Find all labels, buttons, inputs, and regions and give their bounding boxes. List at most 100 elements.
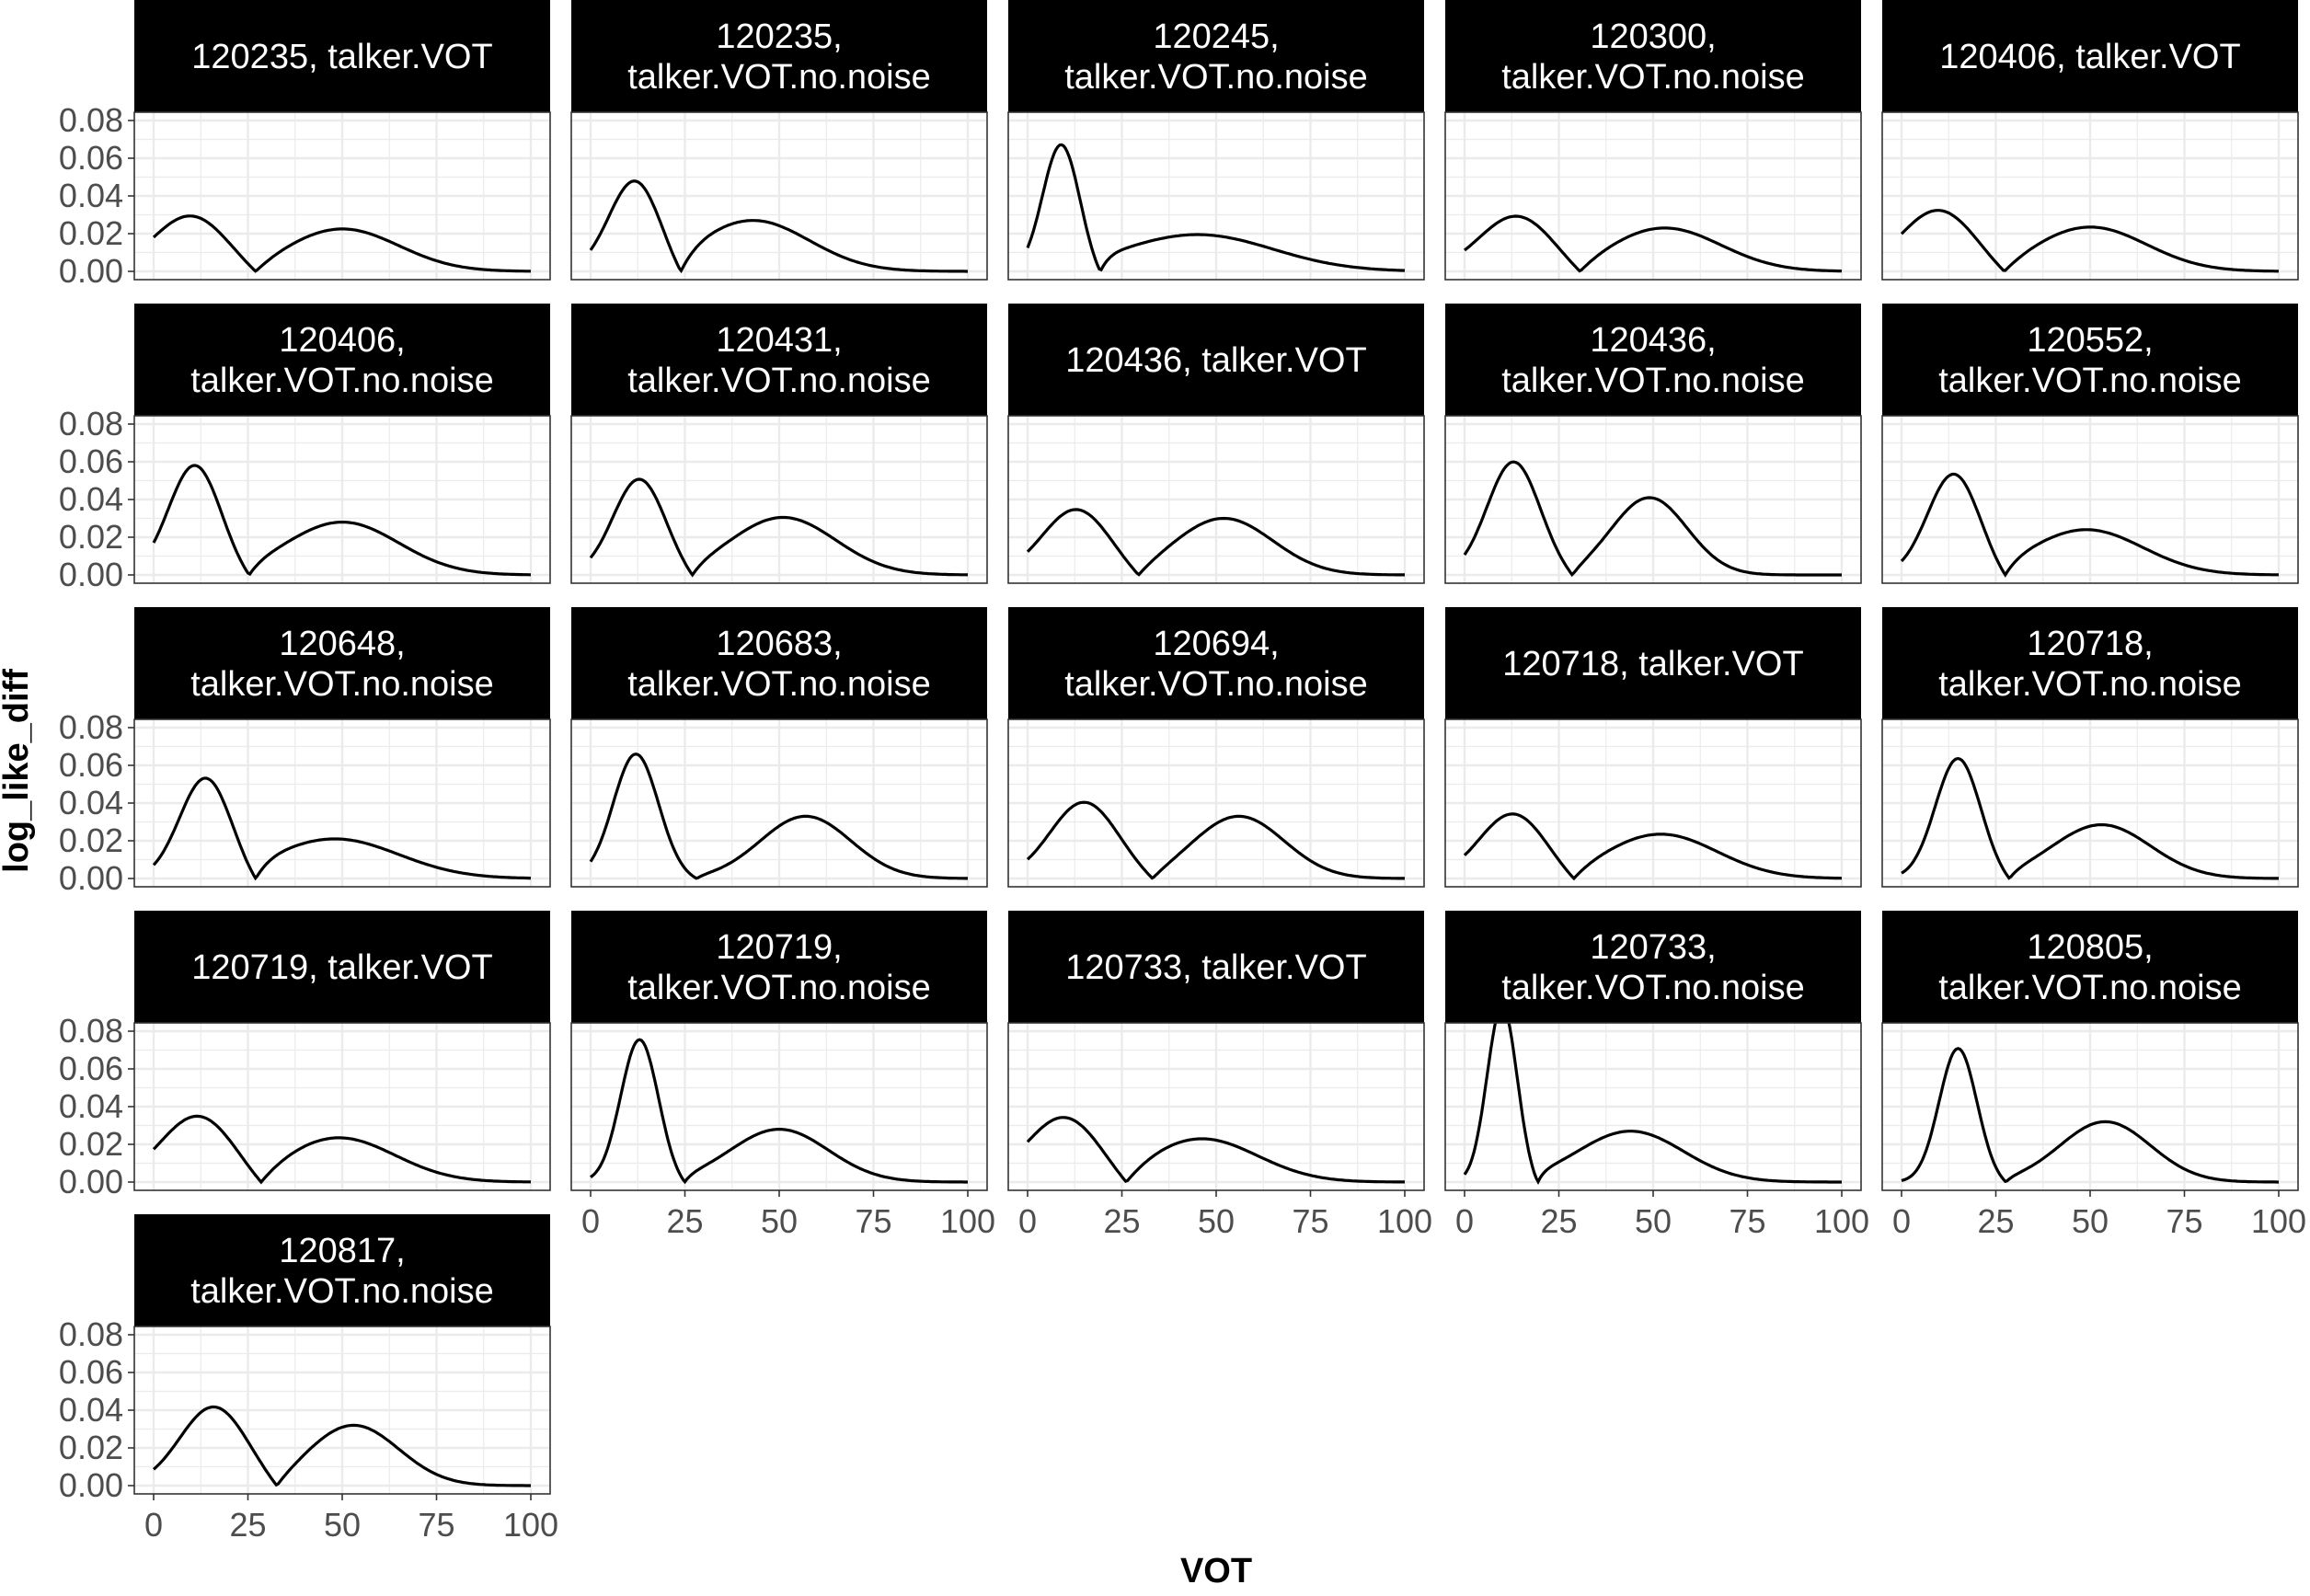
facet-panel: 120300,talker.VOT.no.noise xyxy=(1444,0,1862,281)
facet-panel: 120648,talker.VOT.no.noise0.000.020.040.… xyxy=(59,607,551,897)
panel-border xyxy=(1007,718,1425,888)
y-tick-label: 0.06 xyxy=(59,442,123,480)
gridlines xyxy=(1008,112,1424,280)
x-tick-label: 100 xyxy=(1814,1202,1869,1240)
facet-strip-label: talker.VOT.no.noise xyxy=(627,58,931,97)
y-tick-label: 0.08 xyxy=(59,708,123,746)
facet-strip-label: 120300, xyxy=(1590,17,1716,56)
facet-strip xyxy=(1445,607,1861,719)
x-tick-label: 0 xyxy=(581,1202,600,1240)
panel-border xyxy=(1881,415,2299,584)
facet-strip-label: talker.VOT.no.noise xyxy=(627,969,931,1007)
facet-strip xyxy=(1882,607,2298,719)
facet-strip-label: talker.VOT.no.noise xyxy=(1938,665,2242,704)
facet-strip-label: 120718, talker.VOT xyxy=(1502,645,1803,683)
y-tick-label: 0.08 xyxy=(59,405,123,442)
facet-panel: 120718,talker.VOT.no.noise xyxy=(1881,607,2299,888)
facet-strip-label: 120406, talker.VOT xyxy=(1939,38,2240,76)
panel-border xyxy=(570,111,988,281)
y-tick-label: 0.02 xyxy=(59,1125,123,1163)
facet-strip xyxy=(571,911,987,1023)
facet-strip-label: 120235, talker.VOT xyxy=(191,38,492,76)
facet-strip-label: 120431, xyxy=(716,321,842,360)
gridlines xyxy=(571,1023,987,1190)
gridlines xyxy=(571,416,987,583)
series-line xyxy=(1900,209,2279,273)
series-line xyxy=(152,1405,531,1487)
panel-border xyxy=(1444,111,1862,281)
x-tick-label: 50 xyxy=(1198,1202,1235,1240)
x-tick-label: 100 xyxy=(1377,1202,1432,1240)
facet-strip xyxy=(1445,911,1861,1023)
series-line xyxy=(590,1038,968,1185)
y-tick-label: 0.04 xyxy=(59,177,123,214)
y-tick-label: 0.06 xyxy=(59,746,123,784)
series-line xyxy=(152,464,531,577)
panel-border xyxy=(1007,111,1425,281)
series-line xyxy=(1463,460,1842,578)
y-tick-label: 0.08 xyxy=(59,101,123,139)
gridlines xyxy=(1008,1023,1424,1190)
series-line xyxy=(152,776,531,881)
y-tick-label: 0.04 xyxy=(59,784,123,821)
y-tick-label: 0.06 xyxy=(59,1353,123,1391)
y-axis-title: log_like_diff xyxy=(0,669,36,873)
facet-strip-label: 120718, xyxy=(2027,625,2153,663)
facet-strip xyxy=(1445,0,1861,112)
facet-strip-label: talker.VOT.no.noise xyxy=(1501,969,1805,1007)
facet-panel: 120733,talker.VOT.no.noise 0 25 50 75 100 xyxy=(1444,911,1869,1240)
facet-strip-label: talker.VOT.no.noise xyxy=(190,362,494,400)
x-tick-label: 50 xyxy=(324,1506,361,1544)
x-axis-title: VOT xyxy=(1180,1552,1252,1590)
facet-strip-label: 120733, talker.VOT xyxy=(1065,948,1366,987)
facet-strip xyxy=(134,1214,550,1326)
y-tick-label: 0.00 xyxy=(59,252,123,290)
facet-panel: 120718, talker.VOT xyxy=(1444,607,1862,888)
gridlines xyxy=(1008,719,1424,887)
gridlines xyxy=(134,416,550,583)
panel-border xyxy=(1007,415,1425,584)
series-line xyxy=(1901,756,2279,880)
x-tick-label: 25 xyxy=(1540,1202,1577,1240)
x-tick-label: 75 xyxy=(855,1202,891,1240)
facet-strip-label: talker.VOT.no.noise xyxy=(627,362,931,400)
facet-strip xyxy=(134,0,550,112)
facet-strip-label: 120436, xyxy=(1590,321,1716,360)
facet-panel: 120805,talker.VOT.no.noise 0 25 50 75 100 xyxy=(1881,911,2306,1240)
y-tick-label: 0.02 xyxy=(59,214,123,252)
gridlines xyxy=(134,719,550,887)
y-tick-label: 0.08 xyxy=(59,1012,123,1050)
y-tick-label: 0.02 xyxy=(59,1429,123,1466)
facet-panel: 120552,talker.VOT.no.noise xyxy=(1881,304,2299,584)
gridlines xyxy=(1882,719,2298,887)
facet-strip-label: 120733, xyxy=(1590,928,1716,967)
facet-strip-label: 120683, xyxy=(716,625,842,663)
facet-panel: 120436,talker.VOT.no.noise xyxy=(1444,304,1862,584)
x-tick-label: 0 xyxy=(1892,1202,1911,1240)
series-line xyxy=(1900,472,2279,578)
facet-panels: 120235, talker.VOT0.000.020.040.060.0812… xyxy=(59,0,2306,1544)
facet-panel: 120683,talker.VOT.no.noise xyxy=(570,607,988,888)
facet-panel: 120406, talker.VOT xyxy=(1881,0,2299,281)
facet-strip-label: 120719, xyxy=(716,928,842,967)
facet-strip-label: 120694, xyxy=(1153,625,1279,663)
gridlines xyxy=(1445,719,1861,887)
series-line xyxy=(152,1114,532,1185)
facet-strip-label: talker.VOT.no.noise xyxy=(1064,58,1368,97)
y-tick-label: 0.02 xyxy=(59,518,123,556)
facet-panel: 120719, talker.VOT 0.000.020.040.060.08 xyxy=(59,911,551,1200)
facet-strip xyxy=(1445,304,1861,416)
x-tick-label: 100 xyxy=(503,1506,558,1544)
y-tick-label: 0.00 xyxy=(59,859,123,897)
series-line xyxy=(1464,214,1843,273)
gridlines xyxy=(1008,416,1424,583)
facet-strip-label: 120552, xyxy=(2027,321,2153,360)
x-tick-label: 100 xyxy=(940,1202,995,1240)
facet-strip xyxy=(1008,911,1424,1023)
facet-strip-label: 120817, xyxy=(279,1232,405,1270)
series-line xyxy=(1026,1116,1405,1184)
panel-border xyxy=(1444,415,1862,584)
series-line xyxy=(1463,812,1842,881)
series-line xyxy=(589,477,969,578)
